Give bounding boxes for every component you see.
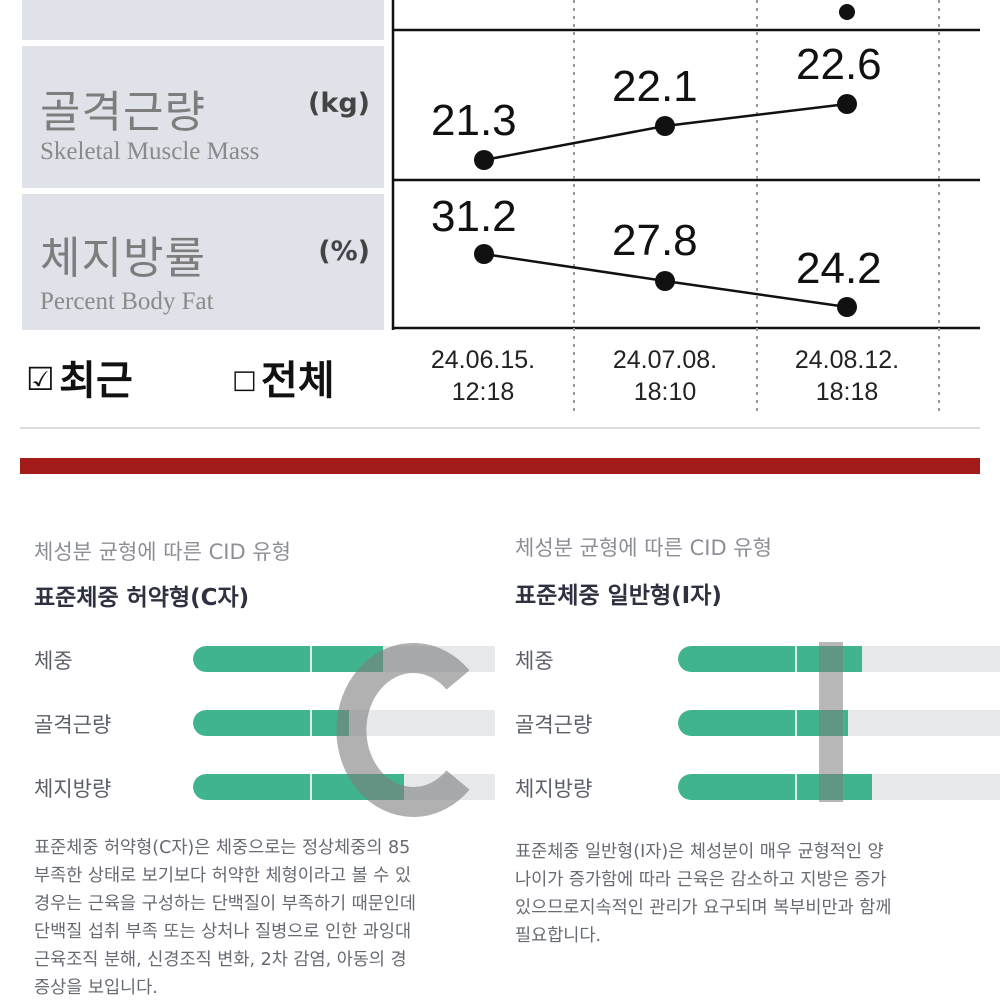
measurement-date-2-time: 18:10: [633, 378, 697, 406]
unchecked-checkbox-icon[interactable]: □: [232, 365, 257, 395]
cid-card-c-row-label-fat: 체지방량: [34, 777, 112, 801]
body-fat-point-2: [655, 271, 675, 291]
cid-card-i-row-label-weight: 체중: [515, 649, 554, 673]
cid-card-i-description: 표준체중 일반형(I자)은 체성분이 매우 균형적인 양 나이가 증가함에 따라…: [515, 838, 1000, 950]
cid-card-i-desc-line-2: 나이가 증가함에 따라 근육은 감소하고 지방은 증가: [515, 870, 887, 890]
skeletal-muscle-value-2: 22.1: [612, 62, 698, 111]
cid-card-i-bar-muscle-tick: [795, 710, 797, 736]
measurement-date-1-time: 12:18: [451, 378, 515, 406]
skeletal-muscle-point-2: [655, 116, 675, 136]
measurement-date-3-day: 24.08.12.: [794, 346, 900, 374]
cid-card-c-row-label-weight: 체중: [34, 649, 73, 673]
body-fat-title-ko: 체지방률: [40, 233, 206, 284]
body-fat-value-2: 27.8: [612, 216, 698, 265]
skeletal-muscle-title-ko: 골격근량: [40, 87, 206, 138]
cid-card-c-desc-line-2: 부족한 상태로 보기보다 허약한 체형이라고 볼 수 있: [34, 866, 412, 886]
skeletal-muscle-point-1: [474, 150, 494, 170]
body-fat-point-3: [837, 297, 857, 317]
skeletal-muscle-title-en: Skeletal Muscle Mass: [40, 138, 260, 165]
skeletal-muscle-value-1: 21.3: [431, 96, 517, 145]
cid-card-c-bar-muscle-fill: [193, 710, 350, 736]
skeletal-muscle-point-3: [837, 94, 857, 114]
cid-card-i-subtitle: 체성분 균형에 따른 CID 유형: [515, 536, 772, 560]
cid-card-c-desc-line-5: 근육조직 분해, 신경조직 변화, 2차 감염, 아동의 경: [34, 950, 407, 970]
body-fat-point-1: [474, 244, 494, 264]
view-recent-label: 최근: [59, 358, 133, 404]
cid-c-shape-icon: [336, 643, 470, 817]
cid-card-i-bar-fat-tick: [795, 774, 797, 800]
body-fat-value-1: 31.2: [431, 192, 517, 241]
cid-card-c: 체성분 균형에 따른 CID 유형 표준체중 허약형(C자) 체중 골격근량 체…: [0, 480, 495, 1000]
cid-card-i-row-label-fat: 체지방량: [515, 777, 593, 801]
cid-card-c-desc-line-1: 표준체중 허약형(C자)은 체중으로는 정상체중의 85: [34, 838, 411, 858]
cid-card-i: 체성분 균형에 따른 CID 유형 표준체중 일반형(I자) 체중 골격근량 체…: [497, 480, 1000, 1000]
graph-grid: [20, 0, 980, 429]
cid-card-i-desc-line-4: 필요합니다.: [515, 926, 602, 946]
skeletal-muscle-unit: (kg): [308, 88, 370, 119]
cid-i-shape-icon: [819, 642, 843, 802]
measurement-date-1-day: 24.06.15.: [430, 346, 536, 374]
cid-card-c-bar-muscle-tick: [310, 710, 312, 736]
body-fat-title-en: Percent Body Fat: [40, 288, 214, 315]
cid-card-c-description: 표준체중 허약형(C자)은 체중으로는 정상체중의 85 부족한 상태로 보기보…: [34, 834, 492, 1000]
cid-card-c-subtitle: 체성분 균형에 따른 CID 유형: [34, 540, 291, 564]
cid-card-c-row-label-muscle: 골격근량: [34, 713, 112, 737]
view-all-option[interactable]: □ 전체: [232, 348, 335, 406]
cid-card-c-desc-line-3: 경우는 근육을 구성하는 단백질이 부족하기 때문인데: [34, 894, 417, 914]
cid-card-i-desc-line-3: 있으므로지속적인 관리가 요구되며 복부비만과 함께: [515, 898, 892, 918]
label-cell-skeletal-muscle: 골격근량 (kg) Skeletal Muscle Mass: [22, 46, 384, 188]
body-fat-unit: (%): [318, 236, 370, 267]
view-all-label: 전체: [261, 358, 335, 404]
cid-card-c-bar-fat-tick: [310, 774, 312, 800]
body-fat-value-3: 24.2: [796, 244, 882, 293]
body-fat-trend: [474, 244, 857, 317]
cid-card-c-bar-weight-tick: [310, 646, 312, 672]
measurement-date-3: 24.08.12. 18:18: [772, 344, 922, 408]
trend-graph: [20, 0, 980, 429]
cid-card-c-title: 표준체중 허약형(C자): [34, 585, 250, 611]
cid-card-i-bar-weight-tick: [795, 646, 797, 672]
label-cell-body-fat: 체지방률 (%) Percent Body Fat: [22, 194, 384, 330]
cid-card-i-desc-line-1: 표준체중 일반형(I자)은 체성분이 매우 균형적인 양: [515, 842, 884, 862]
skeletal-muscle-value-3: 22.6: [796, 40, 882, 89]
measurement-date-2: 24.07.08. 18:10: [590, 344, 740, 408]
measurement-date-1: 24.06.15. 12:18: [408, 344, 558, 408]
measurement-date-2-day: 24.07.08.: [612, 346, 718, 374]
cid-card-i-row-label-muscle: 골격근량: [515, 713, 593, 737]
cid-card-c-bar-weight-fill: [193, 646, 384, 672]
cid-card-i-title: 표준체중 일반형(I자): [515, 583, 722, 609]
label-cell-top-partial: [22, 0, 384, 40]
checked-checkbox-icon[interactable]: ☑: [26, 360, 55, 398]
section-divider: [20, 458, 980, 474]
view-recent-option[interactable]: ☑ 최근: [26, 348, 133, 406]
skeletal-muscle-trend: [474, 94, 857, 170]
cid-card-c-desc-line-6: 증상을 보입니다.: [34, 978, 158, 998]
cid-card-c-desc-line-4: 단백질 섭취 부족 또는 상처나 질병으로 인한 과잉대: [34, 922, 412, 942]
measurement-date-3-time: 18:18: [815, 378, 879, 406]
